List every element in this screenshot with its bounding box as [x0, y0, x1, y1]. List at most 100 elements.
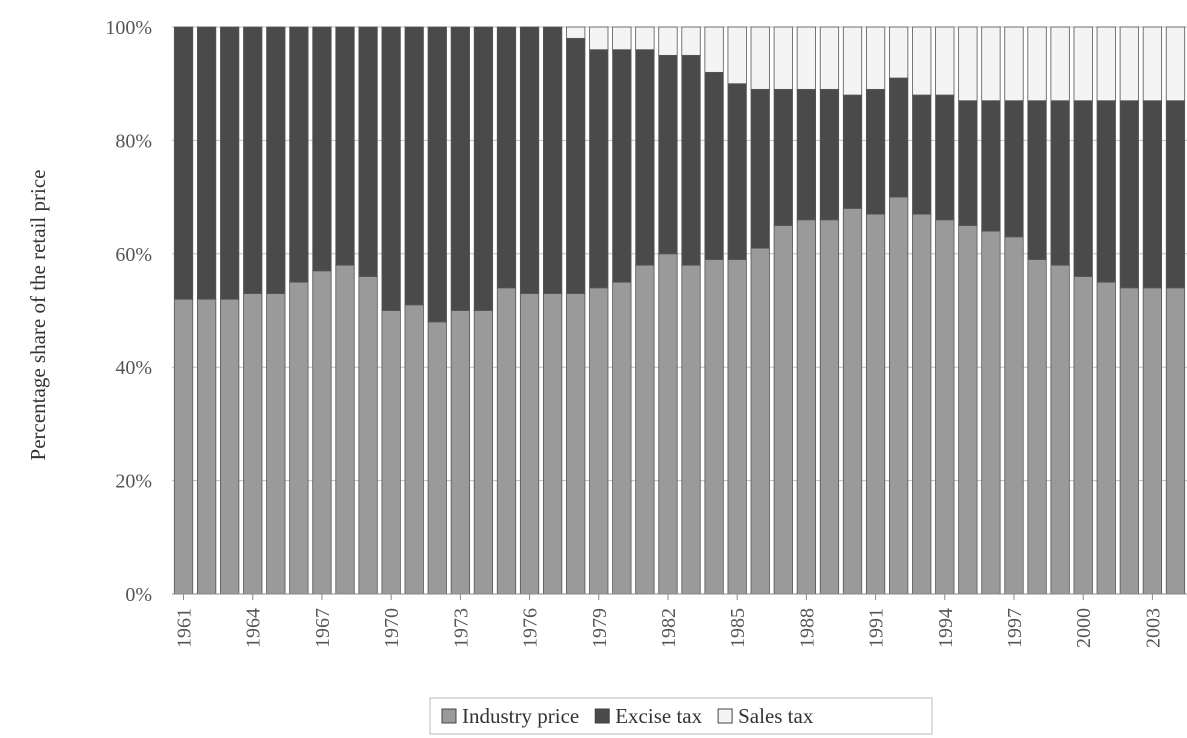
y-tick-label: 40%: [115, 357, 152, 379]
bar-segment-sales-tax: [865, 26, 886, 90]
bar-segment-sales-tax: [981, 26, 1001, 102]
bar-segment-excise-tax: [912, 94, 932, 215]
bar-segment-sales-tax: [958, 26, 978, 102]
bar-segment-industry-price: [727, 259, 747, 595]
bar-segment-industry-price: [173, 298, 194, 595]
bar-segment-industry-price: [819, 219, 840, 595]
bar-segment-excise-tax: [427, 26, 447, 323]
bar-segment-excise-tax: [773, 88, 793, 226]
x-tick-label: 2003: [1142, 608, 1164, 648]
bar-segment-excise-tax: [819, 88, 840, 221]
x-tick-label: 1997: [1004, 608, 1026, 648]
bar-segment-sales-tax: [1050, 26, 1070, 102]
bar-segment-excise-tax: [196, 26, 217, 300]
bar-segment-sales-tax: [566, 26, 586, 39]
bar-segment-excise-tax: [335, 26, 355, 266]
bar-segment-sales-tax: [1073, 26, 1093, 102]
bar-segment-excise-tax: [750, 88, 770, 249]
x-tick-label: 2000: [1073, 608, 1095, 648]
bar-segment-industry-price: [889, 196, 909, 595]
y-tick-label: 80%: [115, 130, 152, 152]
bar-segment-excise-tax: [404, 26, 424, 306]
bar-segment-industry-price: [1142, 287, 1163, 595]
bar-segment-industry-price: [358, 276, 378, 595]
bar-segment-excise-tax: [635, 49, 655, 266]
legend-swatch: [717, 708, 733, 724]
bar-segment-excise-tax: [519, 26, 540, 294]
bar-segment-industry-price: [658, 253, 678, 595]
bar-segment-industry-price: [542, 293, 563, 595]
bar-segment-industry-price: [1096, 281, 1116, 595]
bar-segment-industry-price: [404, 304, 424, 595]
bar-segment-excise-tax: [566, 37, 586, 294]
bar-segment-excise-tax: [981, 100, 1001, 232]
y-tick-label: 0%: [125, 584, 152, 606]
x-tick-label: 1970: [381, 608, 403, 648]
bar-segment-industry-price: [427, 321, 447, 595]
bar-segment-sales-tax: [589, 26, 609, 51]
bar-segment-excise-tax: [727, 83, 747, 260]
bar-segment-sales-tax: [681, 26, 701, 56]
bar-segment-excise-tax: [1165, 100, 1186, 289]
bar-segment-excise-tax: [1119, 100, 1139, 289]
bar-segment-sales-tax: [1004, 26, 1024, 102]
bar-segment-excise-tax: [865, 88, 886, 215]
legend-label: Industry price: [462, 704, 579, 728]
legend-label: Sales tax: [738, 704, 814, 728]
bar-segment-excise-tax: [842, 94, 863, 209]
legend-swatch: [441, 708, 457, 724]
bar-segment-excise-tax: [589, 49, 609, 289]
x-tick-label: 1961: [174, 608, 196, 648]
y-axis-ticks: 0% 20% 40% 60% 80% 100%: [105, 17, 152, 606]
bar-segment-sales-tax: [704, 26, 724, 73]
bar-segment-sales-tax: [635, 26, 655, 51]
legend-swatch: [594, 708, 610, 724]
bar-segment-excise-tax: [542, 26, 563, 294]
bar-segment-sales-tax: [842, 26, 863, 96]
bar-segment-sales-tax: [935, 26, 955, 96]
bar-segment-industry-price: [196, 298, 217, 595]
bar-segment-excise-tax: [381, 26, 401, 311]
bar-segment-sales-tax: [750, 26, 770, 90]
legend-box: [429, 697, 933, 735]
bar-segment-industry-price: [681, 264, 701, 595]
bar-segment-industry-price: [842, 208, 863, 595]
bar-segment-industry-price: [935, 219, 955, 595]
bar-segment-excise-tax: [220, 26, 240, 300]
x-tick-label: 1988: [796, 608, 818, 648]
bar-segment-industry-price: [566, 293, 586, 595]
x-tick-label: 1991: [866, 608, 888, 648]
bar-segment-excise-tax: [1142, 100, 1163, 289]
bar-segment-industry-price: [1119, 287, 1139, 595]
bar-segment-industry-price: [589, 287, 609, 595]
bar-segment-excise-tax: [681, 54, 701, 266]
bar-segment-excise-tax: [1096, 100, 1116, 283]
bar-segment-industry-price: [496, 287, 517, 595]
bar-segment-excise-tax: [1073, 100, 1093, 277]
bar-segment-excise-tax: [1004, 100, 1024, 238]
bar-segment-sales-tax: [612, 26, 632, 51]
bar-segment-excise-tax: [496, 26, 517, 289]
bar-segment-excise-tax: [243, 26, 263, 294]
bar-segment-industry-price: [750, 247, 770, 595]
x-tick-label: 1964: [243, 608, 265, 648]
bar-segment-industry-price: [981, 230, 1001, 595]
bars: [173, 26, 1186, 595]
bar-segment-industry-price: [912, 213, 932, 595]
bar-segment-sales-tax: [912, 26, 932, 96]
bar-segment-industry-price: [312, 270, 332, 595]
y-tick-label: 60%: [115, 244, 152, 266]
bar-segment-industry-price: [450, 310, 470, 595]
bar-segment-excise-tax: [935, 94, 955, 221]
bar-segment-industry-price: [519, 293, 540, 595]
x-tick-label: 1982: [658, 608, 680, 648]
bar-segment-excise-tax: [958, 100, 978, 226]
bar-segment-industry-price: [243, 293, 263, 595]
bar-segment-industry-price: [865, 213, 886, 595]
bar-segment-sales-tax: [796, 26, 817, 90]
bar-segment-sales-tax: [819, 26, 840, 90]
bar-segment-sales-tax: [1096, 26, 1116, 102]
bar-segment-sales-tax: [773, 26, 793, 90]
bar-segment-industry-price: [1027, 259, 1047, 595]
bar-segment-industry-price: [266, 293, 286, 595]
